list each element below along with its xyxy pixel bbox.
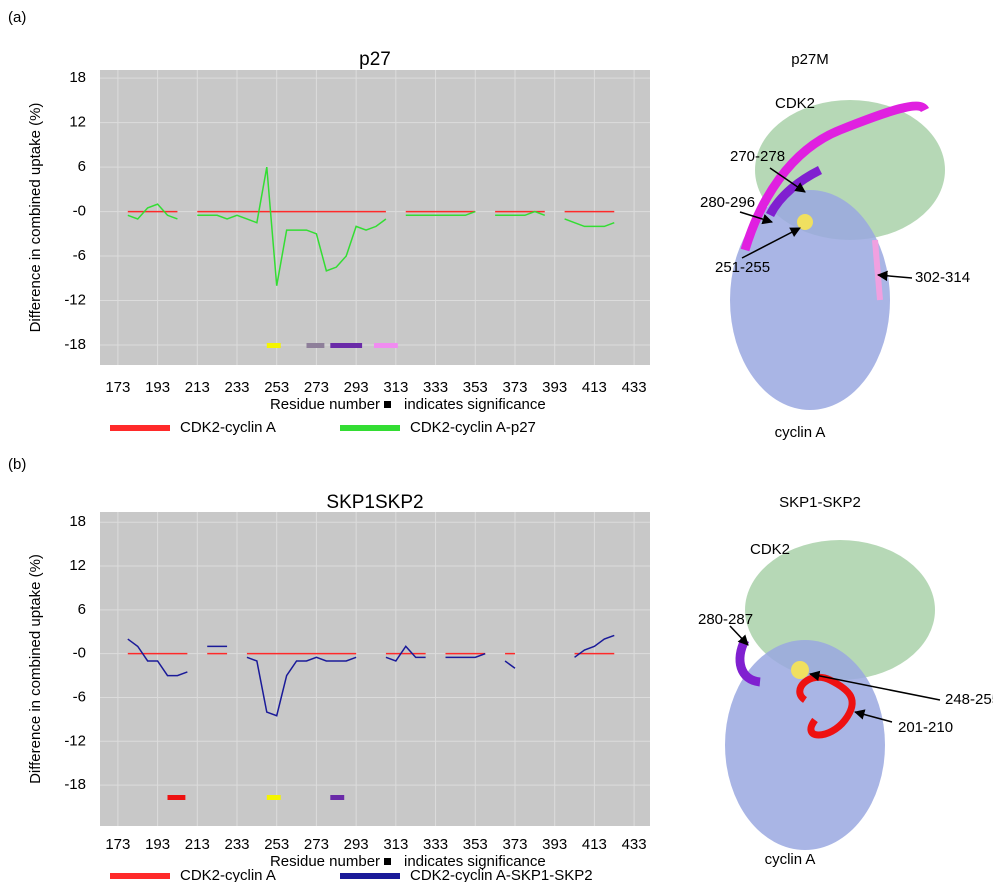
x-tick-label: 273: [304, 379, 329, 396]
legend-label: CDK2-cyclin A-p27: [410, 419, 536, 436]
x-tick-label: 373: [502, 379, 527, 396]
x-tick-label: 333: [423, 379, 448, 396]
x-tick-label: 393: [542, 379, 567, 396]
panel-label: (a): [8, 9, 26, 26]
significance-bar: [167, 795, 186, 800]
significance-marker: [384, 401, 391, 408]
x-tick-label: 213: [185, 379, 210, 396]
structure-b: [725, 540, 941, 850]
legend-label: CDK2-cyclin A: [180, 419, 276, 436]
significance-bar: [266, 343, 281, 348]
structure-label: CDK2: [750, 541, 790, 558]
x-tick-label: 173: [105, 379, 130, 396]
y-tick-label: 12: [69, 557, 86, 574]
x-axis-label: Residue number: [270, 396, 380, 413]
panel-label: (b): [8, 456, 26, 473]
structure-label: 280-296: [700, 194, 755, 211]
structure-label: 270-278: [730, 148, 785, 165]
x-tick-label: 193: [145, 379, 170, 396]
y-tick-label: 6: [78, 158, 86, 175]
y-tick-label: -6: [73, 688, 86, 705]
structure-title: SKP1-SKP2: [779, 494, 861, 511]
significance-note: indicates significance: [404, 396, 546, 413]
x-tick-label: 433: [622, 379, 647, 396]
y-tick-label: -18: [64, 776, 86, 793]
y-tick-label: -12: [64, 291, 86, 308]
x-tick-label: 353: [463, 836, 488, 853]
x-tick-label: 313: [383, 379, 408, 396]
x-tick-label: 193: [145, 836, 170, 853]
x-tick-label: 393: [542, 836, 567, 853]
chart-title: SKP1SKP2: [326, 492, 423, 513]
x-tick-label: 433: [622, 836, 647, 853]
x-tick-label: 253: [264, 379, 289, 396]
structure-a: [730, 100, 945, 410]
x-tick-label: 273: [304, 836, 329, 853]
x-tick-label: 373: [502, 836, 527, 853]
legend-label: CDK2-cyclin A: [180, 867, 276, 882]
y-axis-label: Difference in combined uptake (%): [27, 554, 44, 784]
structure-title: p27M: [791, 51, 829, 68]
significance-bar: [306, 343, 325, 348]
y-tick-label: -12: [64, 732, 86, 749]
y-axis-label: Difference in combined uptake (%): [27, 103, 44, 333]
x-tick-label: 293: [344, 836, 369, 853]
y-tick-label: 18: [69, 513, 86, 530]
x-tick-label: 233: [224, 836, 249, 853]
structure-label: cyclin A: [765, 851, 816, 868]
significance-bar: [330, 795, 345, 800]
x-tick-label: 173: [105, 836, 130, 853]
significance-bar: [374, 343, 398, 348]
structure-label: 280-287: [698, 611, 753, 628]
y-tick-label: 6: [78, 601, 86, 618]
x-tick-label: 353: [463, 379, 488, 396]
y-tick-label: 12: [69, 114, 86, 131]
significance-bar: [330, 343, 363, 348]
plot-area: [100, 512, 650, 826]
structure-label: 251-255: [715, 259, 770, 276]
significance-bar: [266, 795, 281, 800]
structure-label: 302-314: [915, 269, 970, 286]
x-tick-label: 293: [344, 379, 369, 396]
y-tick-label: -0: [73, 645, 86, 662]
x-tick-label: 333: [423, 836, 448, 853]
structure-label: 201-210: [898, 719, 953, 736]
significance-marker: [384, 858, 391, 865]
significance-note: indicates significance: [404, 853, 546, 870]
series-line: [127, 166, 615, 286]
y-tick-label: -6: [73, 247, 86, 264]
legend-label: CDK2-cyclin A-SKP1-SKP2: [410, 867, 593, 882]
chart-title: p27: [359, 49, 391, 70]
y-tick-label: -0: [73, 203, 86, 220]
x-tick-label: 413: [582, 836, 607, 853]
x-tick-label: 233: [224, 379, 249, 396]
structure-label: CDK2: [775, 95, 815, 112]
structure-label: 248-255: [945, 691, 993, 708]
y-tick-label: 18: [69, 69, 86, 86]
plot-area: [100, 70, 650, 365]
x-axis-label: Residue number: [270, 853, 380, 870]
x-tick-label: 313: [383, 836, 408, 853]
series-line: [127, 634, 615, 717]
structure-label: cyclin A: [775, 424, 826, 441]
x-tick-label: 253: [264, 836, 289, 853]
x-tick-label: 213: [185, 836, 210, 853]
x-tick-label: 413: [582, 379, 607, 396]
y-tick-label: -18: [64, 336, 86, 353]
